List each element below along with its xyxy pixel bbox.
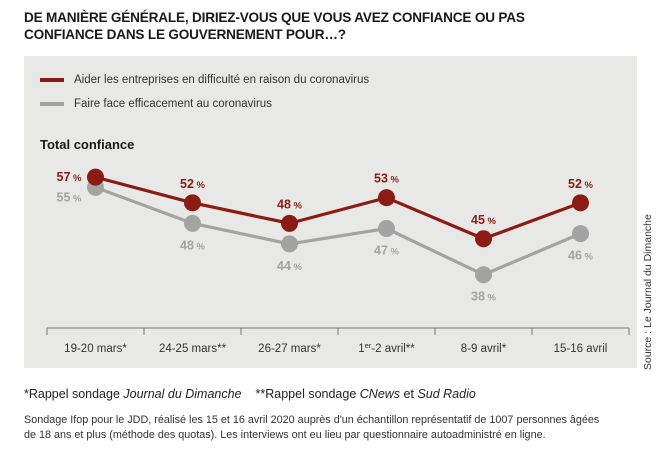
- data-label: 47 %: [374, 244, 400, 258]
- data-label: 45 %: [471, 213, 497, 227]
- chart-panel: Aider les entreprises en difficulté en r…: [24, 56, 637, 368]
- footnote-2-mid: et: [400, 387, 418, 401]
- data-label: 52 %: [180, 177, 206, 191]
- footnote-1-name: Journal du Dimanche: [123, 387, 242, 401]
- data-label: 55 %: [57, 190, 83, 204]
- data-label: 44 %: [277, 259, 303, 273]
- footnote-2-name-1: CNews: [359, 387, 401, 401]
- x-tick-label: 15-16 avril: [554, 343, 608, 355]
- series-line-2: [94, 185, 582, 277]
- series-line-1: [95, 175, 582, 241]
- data-label: 38 %: [471, 290, 497, 304]
- footnote-2-name-2: Sud Radio: [417, 387, 476, 401]
- data-point: [475, 266, 492, 284]
- x-tick-label: 8-9 avril*: [461, 343, 507, 355]
- legend-swatch-series-2: [40, 102, 64, 106]
- footnotes: *Rappel sondage Journal du Dimanche **Rap…: [24, 387, 476, 401]
- footnote-2-prefix: **Rappel sondage: [255, 387, 360, 401]
- data-point: [572, 194, 589, 212]
- x-tick-label: 24-25 mars**: [159, 343, 227, 355]
- data-point: [184, 214, 201, 232]
- legend-label-series-2: Faire face efficacement au coronavirus: [74, 98, 272, 110]
- data-point: [281, 214, 298, 232]
- line-chart: Total confiance 19-20 mars* 24-25 mars** 26…: [40, 137, 630, 355]
- source-note: Source : Le Journal du Dimanche: [642, 214, 654, 370]
- data-point: [572, 225, 589, 243]
- x-tick-label: 19-20 mars*: [64, 343, 127, 355]
- legend-label-series-1: Aider les entreprises en difficulté en r…: [74, 74, 370, 86]
- data-point: [184, 194, 201, 212]
- data-label: 52 %: [568, 177, 594, 191]
- footnote-1-prefix: *Rappel sondage: [24, 387, 124, 401]
- data-label: 53 %: [374, 172, 400, 186]
- data-point: [475, 230, 492, 248]
- legend: Aider les entreprises en difficulté en r…: [40, 68, 369, 116]
- data-point: [378, 189, 395, 207]
- data-label: 48 %: [180, 238, 206, 252]
- chart-title: DE MANIÈRE GÉNÉRALE, DIRIEZ-VOUS QUE VOU…: [24, 10, 525, 42]
- data-point: [378, 220, 395, 237]
- legend-swatch-series-1: [40, 78, 64, 82]
- data-label: 48 %: [277, 197, 303, 211]
- data-label: 57 %: [57, 170, 83, 184]
- data-point: [281, 235, 298, 253]
- methodology-note: Sondage Ifop pour le JDD, réalisé les 15…: [24, 414, 600, 441]
- legend-item-series-2: Faire face efficacement au coronavirus: [40, 92, 369, 116]
- data-point: [87, 168, 104, 186]
- x-tick-label: 1er-2 avril**: [358, 341, 415, 355]
- chart-subtitle: Total confiance: [40, 137, 134, 152]
- legend-item-series-1: Aider les entreprises en difficulté en r…: [40, 68, 369, 92]
- x-tick-label: 26-27 mars*: [258, 343, 321, 355]
- data-label: 46 %: [568, 249, 594, 263]
